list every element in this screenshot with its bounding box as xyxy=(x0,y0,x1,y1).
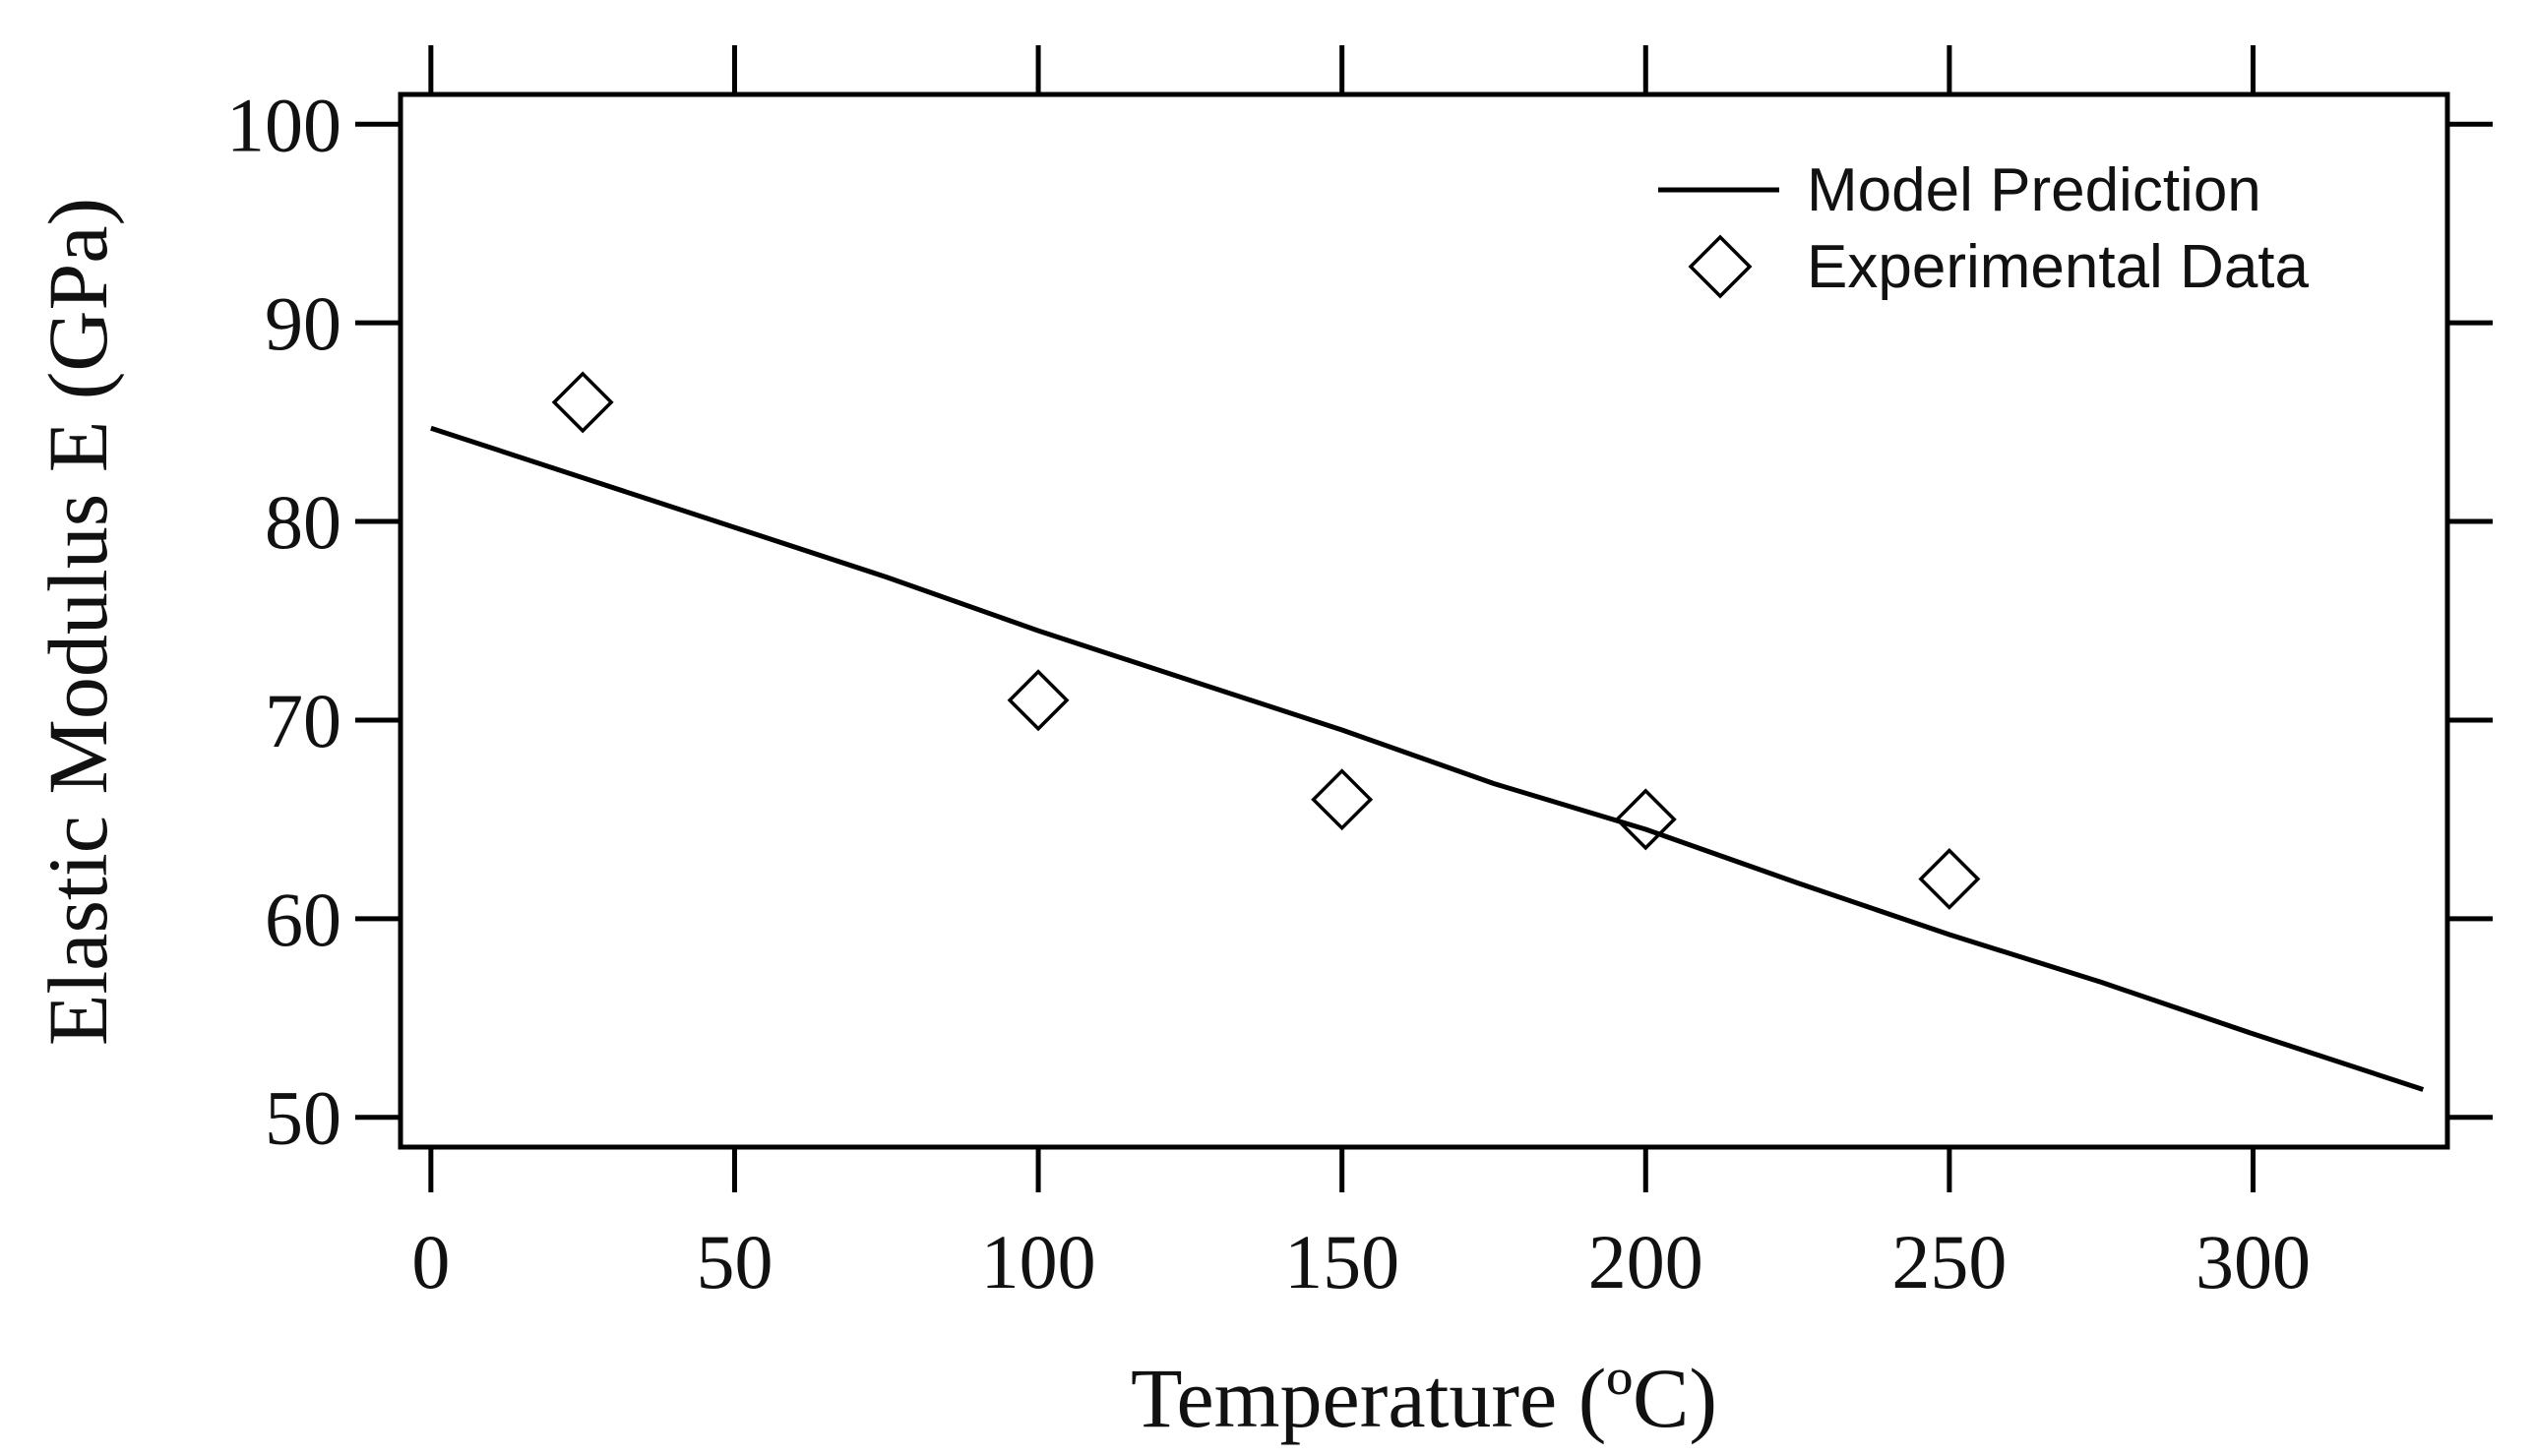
model-prediction-line xyxy=(430,425,2425,1092)
y-tick-label: 80 xyxy=(265,479,341,565)
y-tick-label: 50 xyxy=(265,1075,341,1161)
x-tick-label: 200 xyxy=(1588,1219,1703,1304)
experimental-data-point xyxy=(551,371,614,434)
x-tick-label: 150 xyxy=(1284,1219,1399,1304)
y-tick-label: 90 xyxy=(265,280,341,366)
series-layer xyxy=(430,371,2425,1092)
x-tick-label: 50 xyxy=(696,1219,773,1304)
experimental-data-point xyxy=(1918,847,1981,910)
experimental-data-point xyxy=(1311,768,1374,831)
x-axis-title: Temperature (ºC) xyxy=(1131,1351,1717,1445)
experimental-data-point xyxy=(1007,669,1070,732)
x-tick-label: 0 xyxy=(411,1219,450,1304)
y-axis-title: Elastic Modulus E (GPa) xyxy=(31,198,125,1046)
x-tick-label: 300 xyxy=(2195,1219,2311,1304)
legend-diamond-swatch xyxy=(1688,234,1753,299)
y-tick-label: 60 xyxy=(265,877,341,962)
legend: Model Prediction Experimental Data xyxy=(1658,156,2310,301)
y-tick-label: 70 xyxy=(265,678,341,763)
x-tick-label: 250 xyxy=(1891,1219,2007,1304)
y-axis-ticks: 50 60 70 80 90 100 xyxy=(226,82,2493,1161)
y-tick-label: 100 xyxy=(226,82,341,167)
legend-label-model-prediction: Model Prediction xyxy=(1807,156,2261,224)
x-tick-label: 100 xyxy=(981,1219,1096,1304)
legend-label-experimental-data: Experimental Data xyxy=(1807,233,2310,301)
x-axis-ticks: 0 50 100 150 200 250 300 xyxy=(411,45,2311,1304)
experimental-data-point xyxy=(1614,788,1677,851)
plot-frame xyxy=(398,91,2450,1150)
